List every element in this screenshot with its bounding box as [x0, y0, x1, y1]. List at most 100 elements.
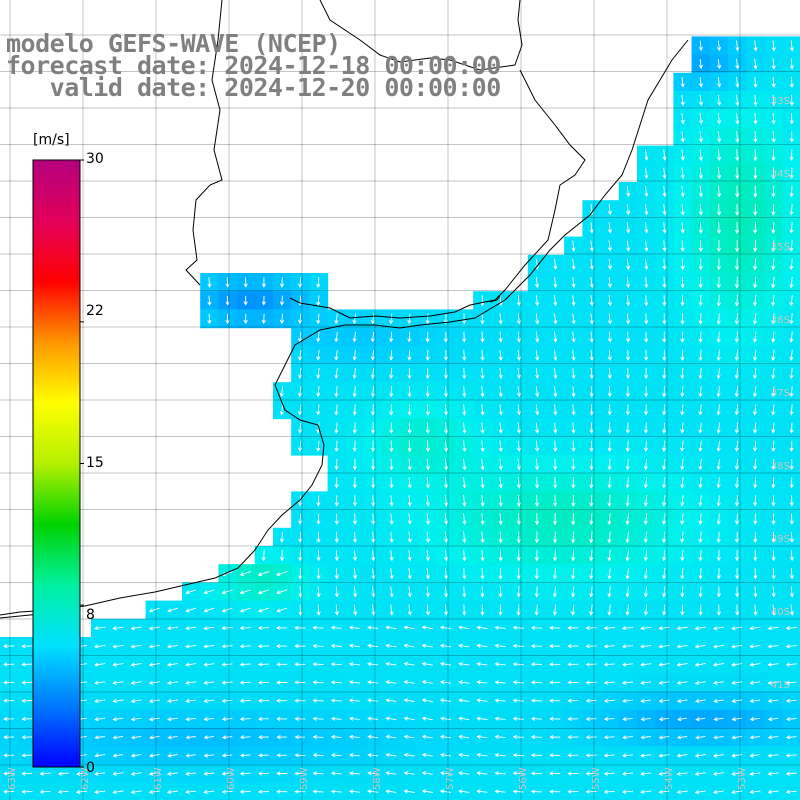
- wind-arrow: [167, 607, 178, 613]
- wind-arrow: [753, 185, 758, 198]
- wind-arrow: [625, 349, 631, 361]
- wind-arrow: [607, 367, 612, 380]
- wind-arrow: [494, 698, 506, 703]
- wind-arrow: [443, 331, 448, 343]
- wind-arrow: [680, 367, 685, 380]
- wind-arrow: [203, 717, 215, 722]
- wind-arrow: [421, 789, 433, 794]
- wind-arrow: [753, 495, 758, 507]
- wind-arrow: [771, 258, 776, 271]
- coastline: [0, 0, 689, 619]
- wind-arrow: [480, 586, 485, 598]
- wind-arrow: [425, 368, 430, 380]
- wind-arrow: [476, 734, 488, 739]
- wind-arrow: [603, 698, 615, 703]
- wind-arrow: [367, 625, 379, 630]
- wind-arrow: [407, 586, 412, 598]
- wind-arrow: [203, 789, 215, 795]
- wind-arrow: [644, 386, 649, 398]
- wind-arrow: [753, 258, 758, 271]
- wind-arrow: [462, 386, 467, 398]
- wind-arrow: [658, 771, 670, 776]
- wind-arrow: [585, 771, 597, 776]
- wind-arrow: [334, 386, 339, 398]
- wind-arrow: [716, 495, 721, 507]
- wind-arrow: [734, 349, 739, 362]
- wind-arrow: [589, 531, 594, 544]
- wind-arrow: [680, 586, 685, 598]
- wind-arrow: [112, 735, 124, 740]
- wind-arrow: [785, 735, 797, 740]
- wind-arrow: [752, 294, 758, 307]
- wind-arrow: [752, 367, 758, 380]
- wind-arrow: [389, 349, 394, 361]
- wind-arrow: [749, 644, 761, 649]
- wind-arrow: [276, 789, 288, 794]
- wind-arrow: [571, 331, 576, 343]
- wind-arrow: [3, 716, 15, 721]
- wind-arrow: [626, 222, 631, 234]
- wind-arrow: [407, 549, 412, 562]
- wind-arrow: [462, 604, 467, 616]
- wind-arrow: [385, 625, 397, 630]
- wind-arrow: [370, 404, 376, 416]
- wind-arrow: [239, 662, 251, 667]
- wind-arrow: [148, 789, 160, 795]
- wind-arrow: [789, 331, 794, 343]
- wind-arrow: [626, 313, 631, 325]
- wind-arrow: [735, 568, 740, 580]
- wind-arrow: [567, 680, 579, 685]
- wind-arrow: [112, 644, 124, 649]
- wind-arrow: [549, 680, 561, 685]
- wind-arrow: [403, 625, 415, 630]
- wind-arrow: [643, 476, 648, 489]
- wind-arrow: [716, 294, 721, 307]
- wind-arrow: [462, 331, 467, 343]
- wind-arrow: [734, 294, 739, 307]
- wind-arrow: [662, 204, 667, 216]
- wind-arrow: [771, 40, 776, 52]
- wind-arrow: [462, 349, 467, 361]
- wind-arrow: [389, 367, 394, 380]
- wind-arrow: [698, 404, 703, 416]
- wind-arrow: [698, 276, 703, 289]
- wind-arrow: [552, 531, 558, 544]
- wind-arrow: [644, 149, 649, 161]
- wind-arrow: [716, 531, 721, 544]
- wind-arrow: [589, 476, 594, 489]
- wind-arrow: [571, 367, 576, 380]
- wind-arrow: [512, 698, 524, 703]
- wind-arrow: [312, 789, 324, 794]
- latitude-label: 38S: [771, 461, 790, 472]
- wind-arrow: [480, 513, 485, 526]
- wind-arrow: [553, 313, 558, 325]
- wind-arrow: [553, 331, 558, 343]
- colorbar-tick-0: 0: [86, 760, 95, 776]
- wind-arrow: [680, 549, 685, 562]
- wind-arrow: [279, 295, 285, 306]
- wind-arrow: [294, 625, 306, 630]
- wind-arrow: [789, 313, 794, 325]
- wind-arrow: [403, 752, 415, 758]
- wind-arrow: [603, 626, 615, 631]
- wind-arrow: [643, 549, 648, 562]
- wind-arrow: [312, 771, 324, 776]
- wind-arrow: [21, 662, 33, 667]
- wind-arrow: [316, 549, 321, 562]
- wind-arrow: [421, 661, 433, 667]
- wind-arrow: [298, 568, 303, 580]
- wind-arrow: [698, 367, 703, 380]
- wind-arrow: [330, 662, 342, 667]
- wind-arrow: [130, 644, 142, 649]
- wind-arrow: [439, 789, 452, 794]
- wind-arrow: [731, 626, 743, 631]
- wind-arrow: [749, 698, 761, 704]
- wind-arrow: [425, 476, 431, 489]
- wind-arrow: [753, 513, 758, 525]
- wind-arrow: [644, 349, 649, 361]
- wind-arrow: [534, 531, 539, 544]
- wind-arrow: [734, 404, 739, 416]
- wind-arrow: [698, 586, 703, 598]
- wind-arrow: [516, 604, 521, 616]
- wind-arrow: [534, 494, 540, 507]
